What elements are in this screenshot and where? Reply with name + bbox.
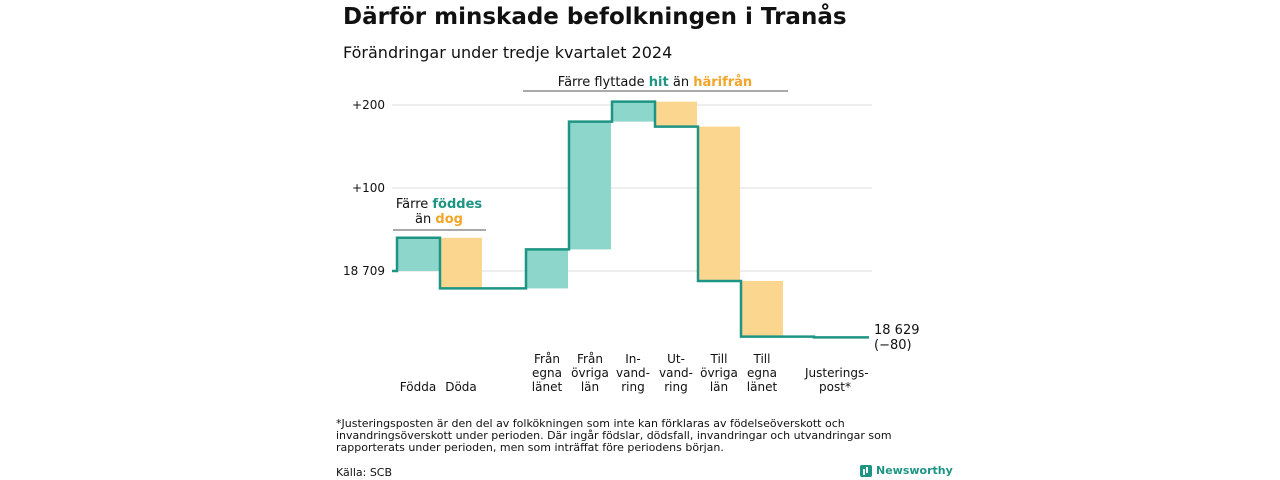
y-tick-label: +200 [352, 98, 385, 112]
brand-logo: Newsworthy [860, 464, 953, 477]
bar-inflow [569, 121, 611, 250]
bar-inflow [526, 249, 568, 289]
end-value-label: 18 629 (−80) [874, 323, 920, 353]
category-label: Justerings-post* [805, 366, 869, 394]
footnote: *Justeringsposten är den del av folkökni… [336, 417, 892, 454]
bar-outflow [440, 237, 482, 289]
category-label: In-vand-ring [615, 352, 650, 394]
bar-inflow [397, 237, 439, 271]
category-label: Från övriga län [571, 352, 609, 394]
category-label: Till övriga län [700, 352, 738, 394]
bar-outflow [741, 280, 783, 337]
category-label: Ut-vand-ring [658, 352, 693, 394]
y-tick-label: +100 [352, 181, 385, 195]
chart-subtitle: Förändringar under tredje kvartalet 2024 [343, 43, 673, 62]
chart-title: Därför minskade befolkningen i Tranås [343, 4, 847, 30]
migration-annotation: Färre flyttade hit än härifrån [557, 75, 753, 90]
bar-inflow [612, 101, 654, 122]
category-label: Till egna länet [746, 352, 778, 394]
newsworthy-icon [860, 464, 872, 477]
bar-outflow [655, 101, 697, 127]
births-annotation: Färre föddes än dog [395, 197, 483, 227]
category-label: Från egna länet [531, 352, 563, 394]
category-label: Födda [399, 380, 437, 394]
y-tick-label: 18 709 [343, 264, 385, 278]
cumulative-step-line [392, 100, 869, 339]
source-label: Källa: SCB [336, 466, 393, 479]
category-label: Döda [445, 380, 477, 394]
bar-outflow [698, 126, 740, 281]
